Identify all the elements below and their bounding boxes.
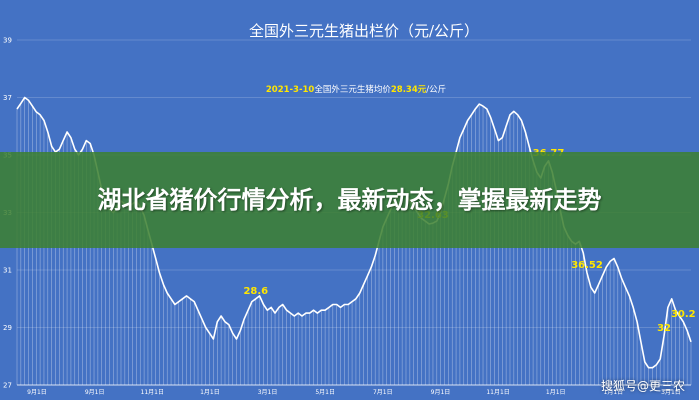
x-tick-label: 11月1日 — [141, 389, 164, 396]
x-tick-label: 11月1日 — [486, 389, 509, 396]
callout-unit: /公斤 — [426, 84, 446, 95]
x-tick-label: 1月1日 — [604, 389, 624, 396]
y-tick-label: 29 — [3, 324, 12, 332]
y-tick-label: 39 — [3, 37, 12, 45]
y-tick-label: 27 — [3, 382, 12, 390]
x-tick-label: 9月1日 — [27, 389, 47, 396]
watermark-text: 搜狐号@更三农 — [600, 379, 685, 393]
x-tick-label: 9月1日 — [85, 389, 105, 396]
x-tick-label: 1月1日 — [546, 389, 566, 396]
x-tick-label: 1月1日 — [200, 389, 220, 396]
price-callout: 2021-3-10全国外三元生猪均价28.34元/公斤 — [266, 84, 446, 95]
callout-date: 2021-3-10 — [266, 85, 315, 95]
headline-banner: 湖北省猪价行情分析，最新动态，掌握最新走势 — [0, 152, 699, 248]
value-label: 32 — [657, 323, 671, 334]
value-label: 28.6 — [243, 286, 268, 297]
chart-title: 全国外三元生猪出栏价（元/公斤） — [249, 22, 479, 40]
callout-value: 28.34元 — [391, 85, 427, 95]
x-tick-label: 3月1日 — [661, 389, 681, 396]
y-tick-label: 31 — [3, 267, 12, 275]
x-tick-label: 9月1日 — [431, 389, 451, 396]
value-label: 30.2 — [671, 309, 696, 320]
x-tick-label: 3月1日 — [258, 389, 278, 396]
value-label: 36.52 — [571, 260, 603, 271]
headline-text: 湖北省猪价行情分析，最新动态，掌握最新走势 — [97, 186, 602, 214]
callout-text: 全国外三元生猪均价 — [314, 84, 391, 95]
x-tick-label: 7月1日 — [373, 389, 393, 396]
x-axis: 9月1日 9月1日 11月1日 1月1日 3月1日 5月1日 7月1日 9月1日 11月1日 1月… — [17, 384, 691, 396]
y-tick-label: 37 — [3, 94, 12, 102]
x-tick-label: 5月1日 — [315, 389, 335, 396]
